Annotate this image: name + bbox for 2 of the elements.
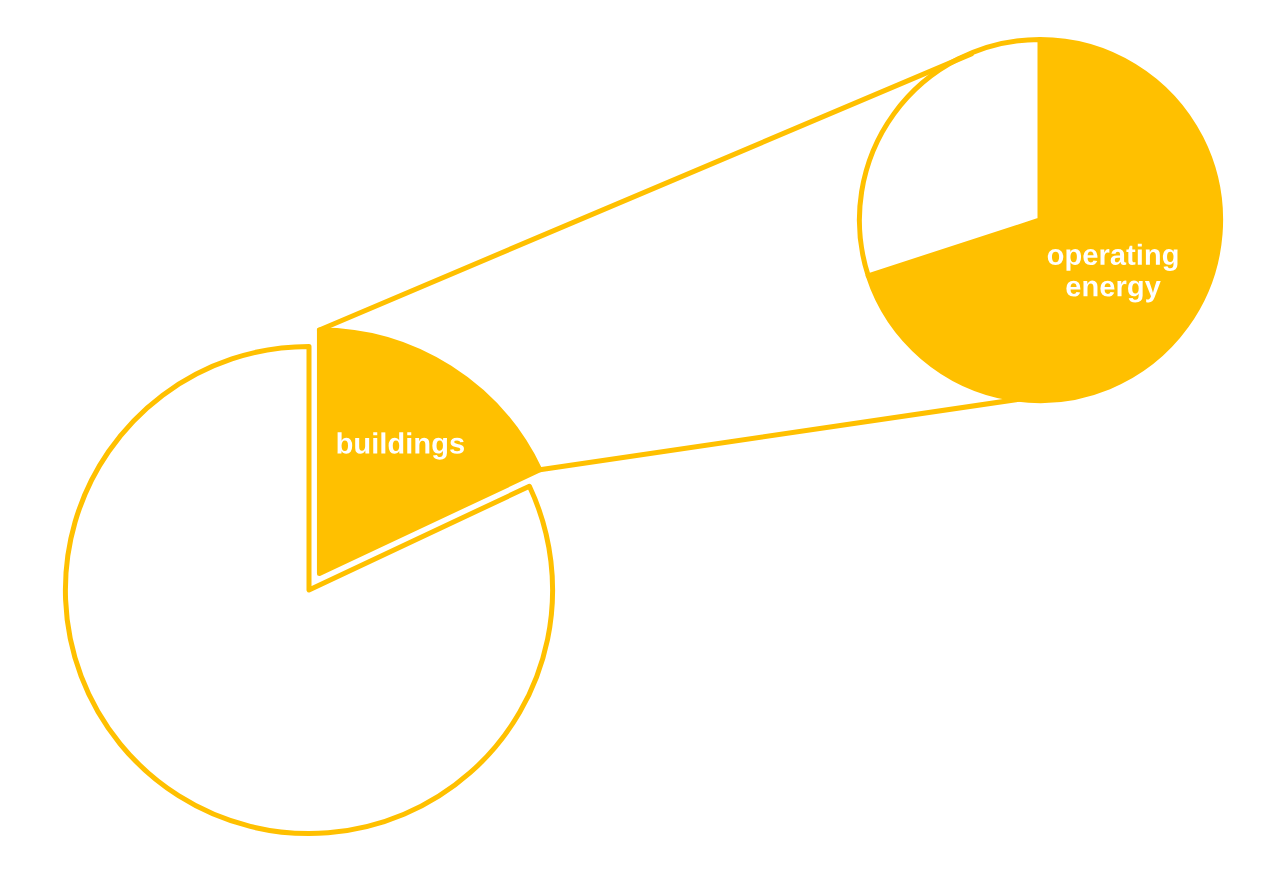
slice-label: buildings — [337, 432, 464, 460]
slice-label: operating energy — [1047, 243, 1178, 303]
